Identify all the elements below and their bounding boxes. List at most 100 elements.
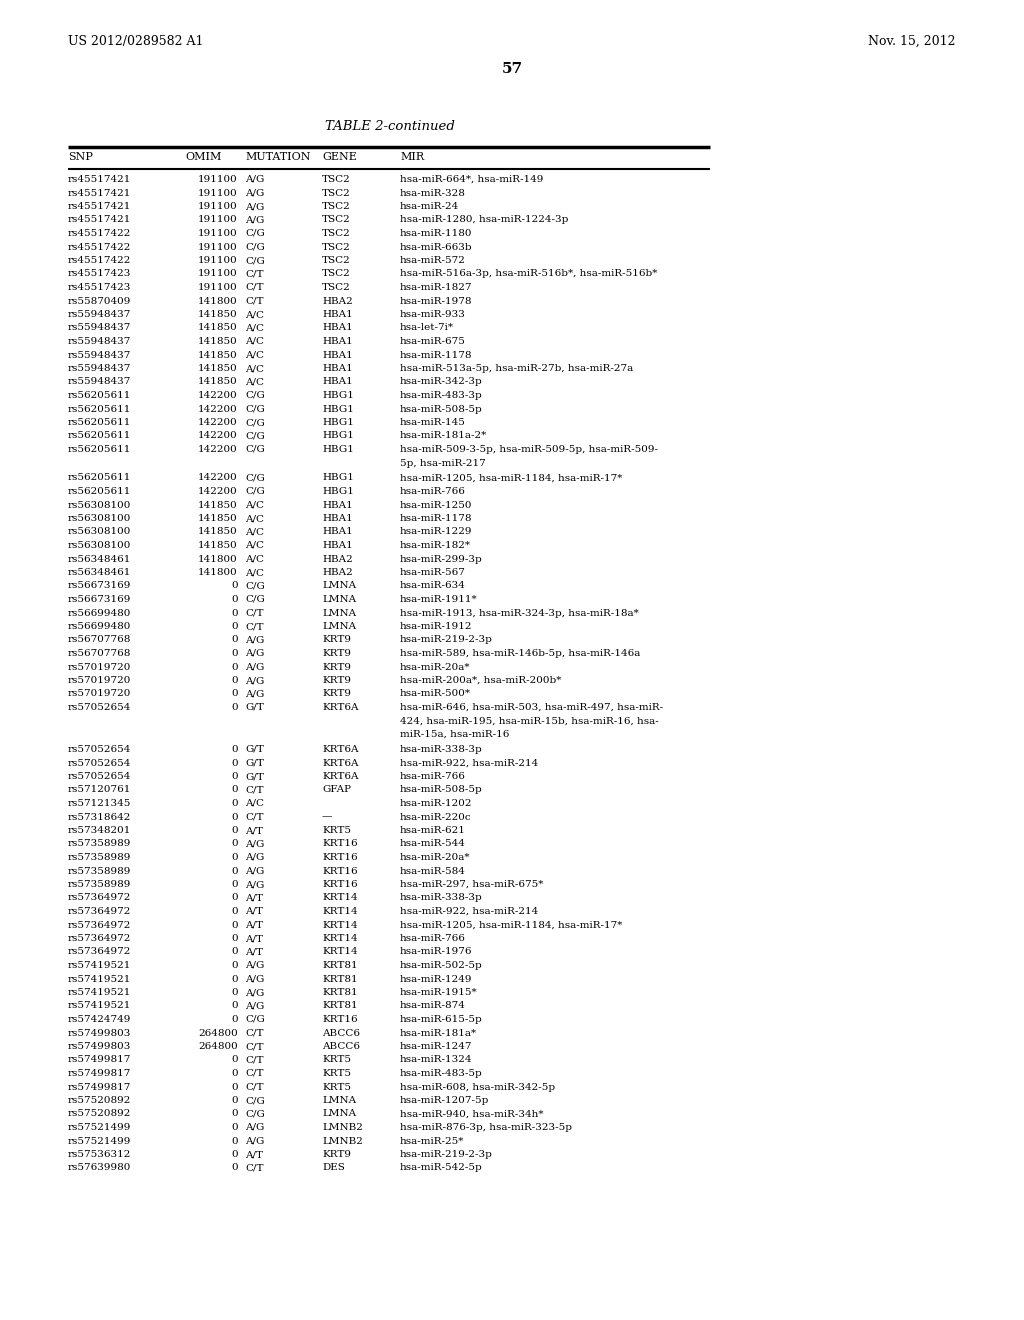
Text: hsa-miR-608, hsa-miR-342-5p: hsa-miR-608, hsa-miR-342-5p: [400, 1082, 555, 1092]
Text: C/G: C/G: [245, 445, 265, 454]
Text: A/T: A/T: [245, 826, 263, 836]
Text: hsa-miR-1978: hsa-miR-1978: [400, 297, 472, 305]
Text: C/T: C/T: [245, 1069, 263, 1078]
Text: 191100: 191100: [199, 256, 238, 265]
Text: rs56205611: rs56205611: [68, 445, 131, 454]
Text: rs56699480: rs56699480: [68, 609, 131, 618]
Text: 264800: 264800: [199, 1041, 238, 1051]
Text: rs57639980: rs57639980: [68, 1163, 131, 1172]
Text: SNP: SNP: [68, 152, 93, 162]
Text: HBA1: HBA1: [322, 378, 352, 387]
Text: rs45517422: rs45517422: [68, 228, 131, 238]
Text: rs55948437: rs55948437: [68, 364, 131, 374]
Text: 141850: 141850: [199, 323, 238, 333]
Text: A/C: A/C: [245, 500, 264, 510]
Text: 424, hsa-miR-195, hsa-miR-15b, hsa-miR-16, hsa-: 424, hsa-miR-195, hsa-miR-15b, hsa-miR-1…: [400, 717, 658, 726]
Text: rs57364972: rs57364972: [68, 907, 131, 916]
Text: rs55948437: rs55948437: [68, 323, 131, 333]
Text: A/G: A/G: [245, 635, 264, 644]
Text: 0: 0: [231, 894, 238, 903]
Text: HBG1: HBG1: [322, 432, 354, 441]
Text: 142200: 142200: [199, 474, 238, 483]
Text: rs57424749: rs57424749: [68, 1015, 131, 1024]
Text: TSC2: TSC2: [322, 256, 351, 265]
Text: TSC2: TSC2: [322, 269, 351, 279]
Text: KRT9: KRT9: [322, 663, 351, 672]
Text: 0: 0: [231, 1056, 238, 1064]
Text: hsa-miR-1280, hsa-miR-1224-3p: hsa-miR-1280, hsa-miR-1224-3p: [400, 215, 568, 224]
Text: 0: 0: [231, 826, 238, 836]
Text: rs57419521: rs57419521: [68, 1002, 131, 1011]
Text: rs56673169: rs56673169: [68, 582, 131, 590]
Text: TSC2: TSC2: [322, 282, 351, 292]
Text: A/G: A/G: [245, 840, 264, 849]
Text: hsa-miR-508-5p: hsa-miR-508-5p: [400, 404, 482, 413]
Text: rs56707768: rs56707768: [68, 649, 131, 657]
Text: 0: 0: [231, 1002, 238, 1011]
Text: hsa-miR-567: hsa-miR-567: [400, 568, 466, 577]
Text: C/T: C/T: [245, 813, 263, 821]
Text: A/T: A/T: [245, 935, 263, 942]
Text: A/G: A/G: [245, 689, 264, 698]
Text: A/C: A/C: [245, 799, 264, 808]
Text: rs57358989: rs57358989: [68, 866, 131, 875]
Text: hsa-miR-502-5p: hsa-miR-502-5p: [400, 961, 482, 970]
Text: A/G: A/G: [245, 215, 264, 224]
Text: KRT16: KRT16: [322, 840, 357, 849]
Text: KRT9: KRT9: [322, 676, 351, 685]
Text: KRT6A: KRT6A: [322, 704, 358, 711]
Text: 191100: 191100: [199, 189, 238, 198]
Text: KRT6A: KRT6A: [322, 744, 358, 754]
Text: hsa-miR-1249: hsa-miR-1249: [400, 974, 472, 983]
Text: rs57052654: rs57052654: [68, 744, 131, 754]
Text: 0: 0: [231, 1110, 238, 1118]
Text: 0: 0: [231, 987, 238, 997]
Text: hsa-miR-940, hsa-miR-34h*: hsa-miR-940, hsa-miR-34h*: [400, 1110, 544, 1118]
Text: hsa-miR-675: hsa-miR-675: [400, 337, 466, 346]
Text: 141800: 141800: [199, 297, 238, 305]
Text: hsa-miR-24: hsa-miR-24: [400, 202, 459, 211]
Text: HBG1: HBG1: [322, 391, 354, 400]
Text: hsa-miR-584: hsa-miR-584: [400, 866, 466, 875]
Text: HBA1: HBA1: [322, 528, 352, 536]
Text: hsa-miR-500*: hsa-miR-500*: [400, 689, 471, 698]
Text: A/C: A/C: [245, 378, 264, 387]
Text: hsa-miR-1178: hsa-miR-1178: [400, 351, 472, 359]
Text: rs57358989: rs57358989: [68, 853, 131, 862]
Text: rs57052654: rs57052654: [68, 759, 131, 767]
Text: C/G: C/G: [245, 1110, 265, 1118]
Text: A/C: A/C: [245, 554, 264, 564]
Text: HBG1: HBG1: [322, 404, 354, 413]
Text: hsa-miR-516a-3p, hsa-miR-516b*, hsa-miR-516b*: hsa-miR-516a-3p, hsa-miR-516b*, hsa-miR-…: [400, 269, 657, 279]
Text: hsa-miR-1180: hsa-miR-1180: [400, 228, 472, 238]
Text: HBA1: HBA1: [322, 500, 352, 510]
Text: A/T: A/T: [245, 948, 263, 957]
Text: C/T: C/T: [245, 297, 263, 305]
Text: rs57019720: rs57019720: [68, 689, 131, 698]
Text: G/T: G/T: [245, 704, 264, 711]
Text: rs45517423: rs45517423: [68, 282, 131, 292]
Text: hsa-miR-328: hsa-miR-328: [400, 189, 466, 198]
Text: rs57019720: rs57019720: [68, 676, 131, 685]
Text: rs56308100: rs56308100: [68, 528, 131, 536]
Text: rs55948437: rs55948437: [68, 337, 131, 346]
Text: 0: 0: [231, 1163, 238, 1172]
Text: rs57419521: rs57419521: [68, 974, 131, 983]
Text: 191100: 191100: [199, 269, 238, 279]
Text: 0: 0: [231, 1123, 238, 1133]
Text: rs56205611: rs56205611: [68, 418, 131, 426]
Text: rs57348201: rs57348201: [68, 826, 131, 836]
Text: 0: 0: [231, 1150, 238, 1159]
Text: hsa-miR-544: hsa-miR-544: [400, 840, 466, 849]
Text: HBG1: HBG1: [322, 445, 354, 454]
Text: rs57358989: rs57358989: [68, 840, 131, 849]
Text: rs45517421: rs45517421: [68, 202, 131, 211]
Text: rs56205611: rs56205611: [68, 391, 131, 400]
Text: HBA2: HBA2: [322, 297, 352, 305]
Text: KRT6A: KRT6A: [322, 759, 358, 767]
Text: C/G: C/G: [245, 487, 265, 496]
Text: HBA1: HBA1: [322, 337, 352, 346]
Text: 141850: 141850: [199, 337, 238, 346]
Text: C/T: C/T: [245, 1163, 263, 1172]
Text: rs45517421: rs45517421: [68, 189, 131, 198]
